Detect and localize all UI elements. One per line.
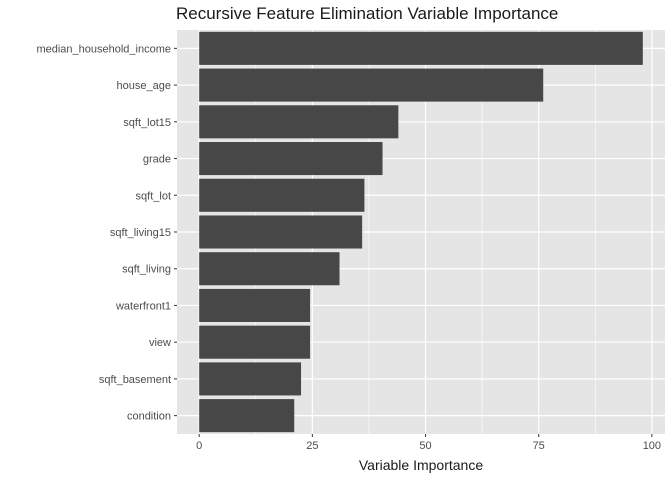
bar xyxy=(199,68,544,102)
bars xyxy=(199,31,643,433)
chart-title: Recursive Feature Elimination Variable I… xyxy=(176,4,559,23)
y-tick-label: sqft_lot15 xyxy=(123,117,171,129)
bar xyxy=(199,399,295,433)
y-tick-label: house_age xyxy=(117,80,171,92)
bar xyxy=(199,105,399,139)
x-axis: 0 25 50 75 100 xyxy=(196,434,661,452)
x-tick-label: 0 xyxy=(196,440,202,452)
y-tick-label: median_household_income xyxy=(36,43,171,55)
bar xyxy=(199,288,311,322)
x-tick-label: 75 xyxy=(533,440,545,452)
y-tick-label: condition xyxy=(127,411,171,423)
x-tick-label: 25 xyxy=(306,440,318,452)
x-tick-label: 100 xyxy=(643,440,661,452)
bar xyxy=(199,215,363,249)
x-tick-label: 50 xyxy=(419,440,431,452)
y-tick-label: sqft_lot xyxy=(136,190,171,202)
y-tick-label: view xyxy=(149,337,171,349)
y-tick-label: grade xyxy=(143,154,171,166)
bar xyxy=(199,178,365,212)
y-tick-label: sqft_basement xyxy=(99,374,171,386)
bar xyxy=(199,252,340,286)
bar xyxy=(199,362,302,396)
y-tick-label: waterfront1 xyxy=(115,300,171,312)
bar xyxy=(199,325,311,359)
bar xyxy=(199,142,383,176)
x-axis-title: Variable Importance xyxy=(359,457,483,473)
y-tick-label: sqft_living xyxy=(122,264,171,276)
y-tick-label: sqft_living15 xyxy=(110,227,171,239)
bar xyxy=(199,31,643,65)
y-axis: median_household_income house_age sqft_lot… xyxy=(36,43,177,423)
